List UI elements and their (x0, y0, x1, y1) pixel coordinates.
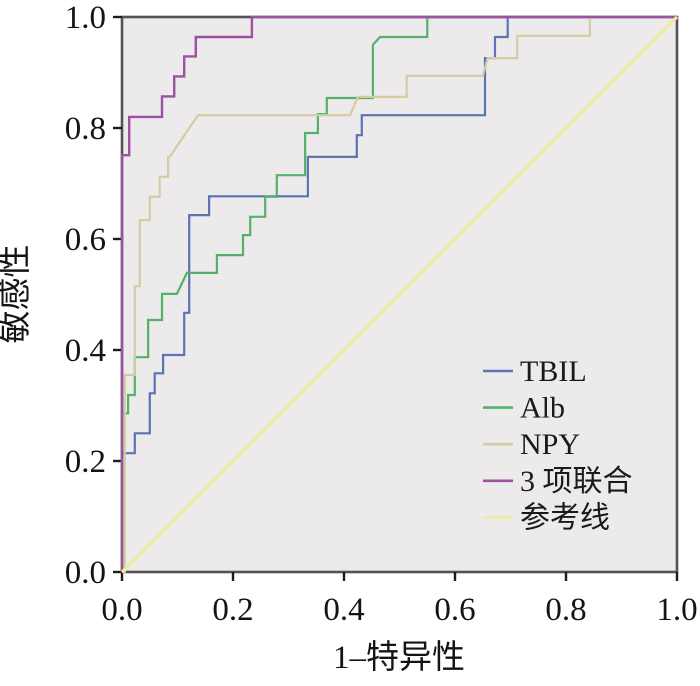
x-tick-label: 0.2 (212, 592, 253, 628)
x-tick-label: 0.6 (434, 592, 475, 628)
y-tick-label: 1.0 (65, 0, 106, 36)
y-tick-label: 0.0 (65, 555, 106, 591)
y-tick-label: 0.8 (65, 111, 106, 147)
legend-item: NPY (483, 428, 580, 461)
legend-item: 参考线 (483, 501, 610, 534)
y-axis-title: 敏感性 (0, 245, 34, 344)
y-tick-label: 0.6 (65, 222, 106, 258)
legend-item: TBIL (483, 355, 587, 388)
legend-label-Alb: Alb (520, 392, 565, 425)
series-curve-3项联合 (120, 15, 677, 572)
legend-label-3项联合: 3 项联合 (520, 465, 633, 498)
series-curve-NPY (122, 15, 677, 574)
legend-label-NPY: NPY (520, 428, 580, 461)
legend-label-TBIL: TBIL (520, 355, 587, 388)
legend-item: 3 项联合 (483, 465, 633, 498)
x-tick-label: 0.4 (323, 592, 364, 628)
legend-item: Alb (483, 392, 565, 425)
y-tick-label: 0.2 (65, 444, 106, 480)
series-curve-Alb (120, 15, 677, 572)
x-axis-title: 1–特异性 (333, 639, 465, 676)
y-tick-label: 0.4 (65, 333, 106, 369)
x-tick-label: 0.0 (101, 592, 142, 628)
x-tick-label: 0.8 (545, 592, 586, 628)
x-tick-label: 1.0 (656, 592, 697, 628)
legend-label-参考线: 参考线 (520, 501, 610, 534)
series-curve-参考线 (120, 15, 679, 574)
